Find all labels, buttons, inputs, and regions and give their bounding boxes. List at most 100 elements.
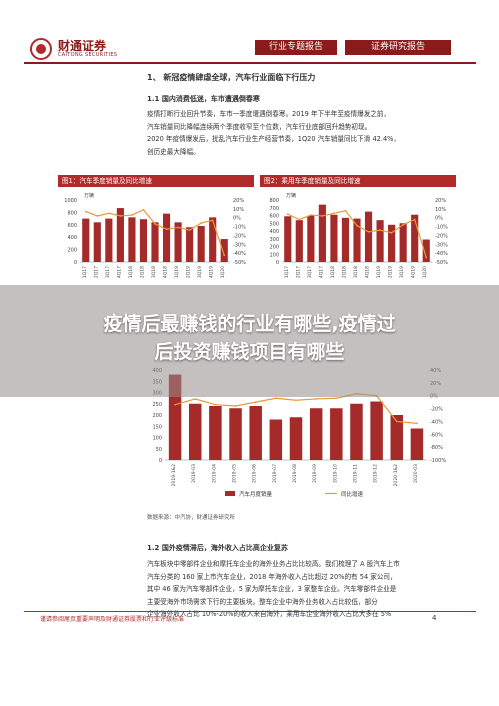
overlay-title: 疫情后最赚钱的行业有哪些,疫情过 后投资赚钱项目有哪些 (0, 310, 499, 366)
footer-disclaimer: 谨请参阅尾页重要声明及财通证券股票和行业评级标准 (40, 616, 185, 623)
tab-industry-report: 行业专题报告 (255, 40, 337, 55)
caitong-logo-icon (30, 38, 52, 60)
growth-point (286, 213, 289, 216)
bar (353, 218, 361, 262)
y2-tick-label: -40% (430, 419, 443, 425)
growth-point (142, 208, 145, 211)
bar (269, 419, 283, 460)
y2-tick-label: -20% (435, 233, 448, 239)
x-tick-label: 2019-08 (292, 464, 298, 483)
growth-point (335, 397, 338, 400)
y2-tick-label: -100% (430, 458, 446, 464)
bar (209, 406, 222, 460)
legend-label-growth: 同比增速 (341, 490, 364, 498)
bar (289, 417, 303, 460)
x-tick-label: 2019-09 (312, 464, 318, 483)
section12-paragraph: 汽车板块中零部件企业和摩托车企业的海外业务占比比较高。我们梳理了 A 股汽车上市… (147, 558, 477, 621)
x-tick-label: 3Q17 (307, 266, 313, 278)
bar (318, 204, 326, 262)
bar (116, 208, 124, 262)
paragraph-line: 汽车板块中零部件企业和摩托车企业的海外业务占比比较高。我们梳理了 A 股汽车上市 (147, 560, 400, 568)
bar (390, 415, 404, 460)
growth-point (188, 229, 191, 232)
bar (422, 239, 430, 262)
legend-label-sales: 汽车月度销量 (239, 490, 273, 498)
growth-point (174, 403, 176, 406)
bar (105, 218, 113, 262)
growth-point (309, 214, 312, 216)
growth-point (344, 209, 347, 212)
bar (93, 222, 101, 262)
legend-swatch-bar (225, 491, 235, 496)
growth-point (254, 401, 257, 404)
figure1-title: 图1：汽车季度销量及同比增速 (58, 175, 254, 187)
y-tick-label: 200 (269, 245, 279, 251)
chart2: 0100200300400500600700800-50%-40%-30%-20… (269, 192, 448, 278)
x-tick-label: 2019-06 (252, 464, 258, 483)
y2-tick-label: -10% (233, 225, 246, 231)
growth-point (154, 223, 156, 225)
growth-point (298, 218, 301, 221)
growth-point (165, 228, 168, 231)
bar (370, 401, 383, 460)
growth-point (416, 422, 418, 425)
y-tick-label: 50 (156, 447, 162, 453)
growth-point (402, 223, 405, 226)
x-tick-label: 3Q19 (197, 266, 203, 278)
x-tick-label: 1Q17 (82, 266, 88, 278)
growth-point (395, 420, 398, 423)
bar (188, 403, 202, 460)
header-rule (24, 62, 476, 64)
bar (399, 223, 407, 262)
growth-point (295, 399, 297, 402)
y-tick-label: 200 (67, 248, 77, 254)
subsection-heading: 1.1 国内消费低迷，车市遭遇倒春寒 (147, 95, 260, 103)
bar (350, 403, 363, 460)
paragraph-line: 疫情打断行业回升节奏，车市一季度遭遇倒春寒。2019 年下半年至疫情爆发之前， (147, 110, 391, 118)
x-tick-label: 2019-04 (211, 464, 217, 483)
growth-point (333, 212, 335, 215)
chart1: 0 200 400 600 800 1000 -50% -40% -30% -20% -10% 0% 1… (64, 192, 246, 278)
bar (82, 218, 90, 262)
x-tick-label: 2Q17 (93, 266, 99, 278)
y-tick-label: 800 (67, 210, 77, 216)
growth-point (200, 222, 203, 224)
section-heading: 1、 新冠疫情肆虐全球，汽车行业面临下行压力 (147, 73, 316, 82)
x-tick-label: 2019-1&2 (171, 464, 177, 486)
bar (128, 217, 136, 262)
x-tick-label: 2019-05 (232, 464, 238, 483)
x-tick-label: 2019-03 (191, 464, 197, 483)
growth-point (131, 214, 133, 216)
x-tick-label: 3Q19 (399, 266, 405, 278)
growth-point (321, 215, 324, 217)
y-unit-label: 万辆 (84, 192, 94, 199)
growth-point (367, 230, 370, 233)
growth-point (234, 405, 237, 407)
bar (186, 227, 194, 262)
bar (249, 406, 262, 460)
y-tick-label: 400 (67, 235, 77, 241)
y2-tick-label: 20% (233, 198, 244, 204)
growth-point (107, 212, 110, 215)
x-tick-label: 4Q19 (209, 266, 215, 278)
y-unit-label: 万辆 (286, 192, 296, 199)
y-tick-label: 200 (152, 413, 162, 419)
x-tick-label: 4Q17 (116, 266, 122, 278)
paragraph-line: 其中 46 家为汽车零部件企业，5 家为摩托车企业，3 家整车企业。汽车零部件企… (147, 585, 397, 593)
x-tick-label: 1Q17 (284, 266, 290, 278)
y2-tick-label: -30% (435, 242, 448, 248)
growth-point (425, 256, 428, 259)
y-tick-label: 500 (269, 221, 279, 227)
bar (341, 217, 350, 262)
bar (229, 408, 242, 460)
y-tick-label: 150 (152, 424, 162, 430)
x-tick-label: 3Q18 (151, 266, 157, 278)
paragraph-line: 2020 年疫情爆发后，扰乱汽车行业生产经营节奏，1Q20 汽车销量同比下滑 4… (147, 135, 401, 143)
y2-tick-label: -40% (233, 251, 246, 257)
x-tick-label: 1Q19 (174, 266, 180, 278)
y-tick-label: 700 (269, 206, 279, 212)
bar (162, 213, 171, 262)
x-tick-label: 2019-10 (332, 464, 338, 483)
x-tick-label: 2Q19 (388, 266, 394, 278)
bar (411, 214, 419, 262)
